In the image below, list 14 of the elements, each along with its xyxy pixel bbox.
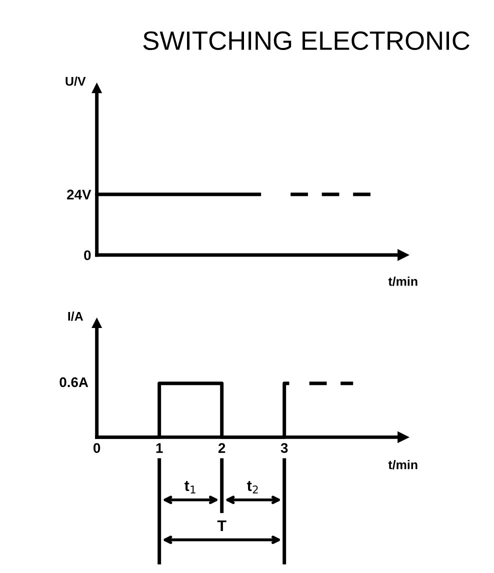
x-axis-title: t/min [388,276,418,286]
x-axis-title: t/min [388,460,418,470]
text: t$_{1}$ [184,480,196,494]
text: 0.6A [60,377,88,388]
x-tick-label: 3 [280,443,288,453]
x-tick-label: 2 [218,443,226,453]
y-tick-label: 24V [67,190,92,200]
text: T [217,520,226,531]
x-tick-label: 0 [94,443,100,453]
x-tick-label: 1 [156,443,163,453]
text: t$_{2}$ [247,480,258,494]
y-axis-title: I/A [68,312,84,321]
y-axis-title: U/V [66,76,86,86]
chart-title: SWITCHING ELECTRONIC [143,31,470,50]
